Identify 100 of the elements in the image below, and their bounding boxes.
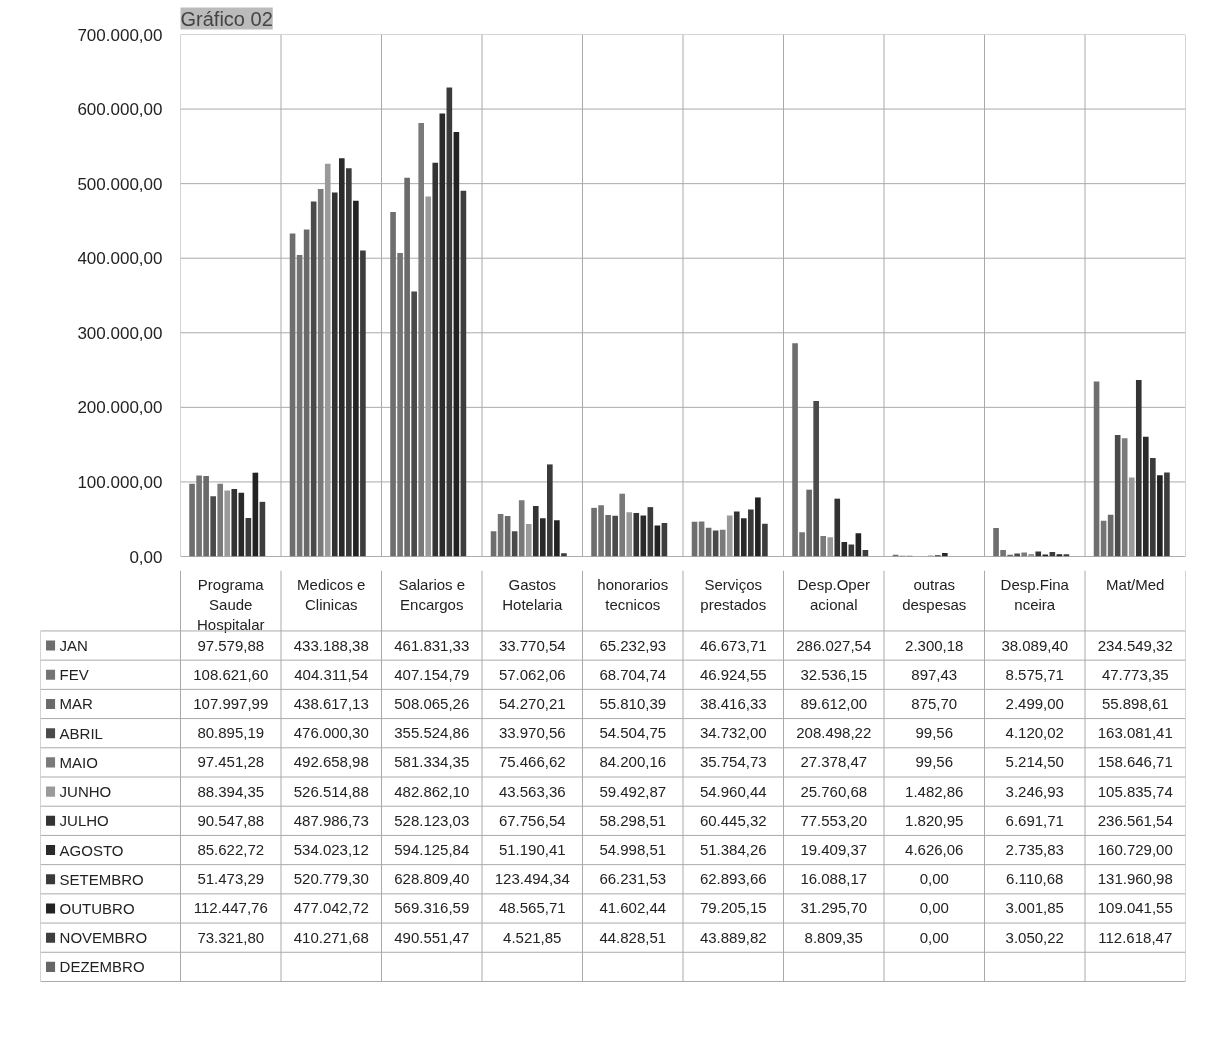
- data-label: 55.898,61: [1101, 694, 1169, 712]
- data-label: 33.770,54: [498, 636, 566, 654]
- bar: [561, 553, 567, 557]
- data-label: 41.602,44: [599, 899, 667, 917]
- legend-label: JAN: [59, 637, 88, 655]
- data-label: 508.065,26: [394, 694, 470, 712]
- data-label: 43.563,36: [498, 782, 566, 800]
- data-label: 43.889,82: [699, 928, 767, 946]
- x-tick-label: Medicos e Clinicas: [297, 575, 366, 613]
- data-label: 490.551,47: [394, 928, 470, 946]
- bar: [346, 168, 352, 557]
- data-label: 163.081,41: [1097, 724, 1173, 742]
- data-label: 97.579,88: [197, 636, 265, 654]
- y-tick-label: 300.000,00: [77, 323, 163, 343]
- data-label: 25.760,68: [800, 782, 868, 800]
- data-label: 526.514,88: [293, 782, 369, 800]
- data-label: 4.626,06: [905, 841, 964, 859]
- data-label: 160.729,00: [1097, 841, 1173, 859]
- legend-label: JULHO: [59, 812, 109, 830]
- bar: [360, 250, 366, 557]
- y-tick-label: 200.000,00: [77, 398, 163, 418]
- data-label: 51.473,29: [197, 870, 265, 888]
- bar: [755, 497, 761, 557]
- bar: [827, 537, 834, 557]
- data-label: 3.001,85: [1005, 899, 1064, 917]
- y-tick-label: 600.000,00: [77, 100, 163, 120]
- data-label: 57.062,06: [498, 665, 566, 683]
- data-label: 131.960,98: [1097, 870, 1173, 888]
- data-label: 54.504,75: [599, 724, 667, 742]
- x-tick-label: Serviços prestados: [700, 575, 767, 613]
- data-label: 234.549,32: [1097, 636, 1173, 654]
- data-label: 410.271,68: [293, 928, 369, 946]
- data-label: 48.565,71: [498, 899, 566, 917]
- y-tick-label: 700.000,00: [77, 25, 163, 45]
- data-label: 73.321,80: [197, 928, 265, 946]
- data-label: 35.754,73: [699, 753, 767, 771]
- data-label: 31.295,70: [800, 899, 868, 917]
- data-label: 2.735,83: [1005, 841, 1064, 859]
- data-label: 897,43: [911, 665, 958, 683]
- data-label: 54.960,44: [699, 782, 767, 800]
- bar: [820, 536, 827, 557]
- data-label: 2.499,00: [1005, 694, 1064, 712]
- data-label: 461.831,33: [394, 636, 470, 654]
- data-label: 0,00: [919, 899, 949, 917]
- data-label: 108.621,60: [193, 665, 269, 683]
- data-label: 47.773,35: [1101, 665, 1169, 683]
- x-tick-label: Desp.Financeira: [1000, 575, 1070, 613]
- data-label: 569.316,59: [394, 899, 470, 917]
- data-label: 99,56: [915, 753, 954, 771]
- x-tick-label: outras despesas: [902, 575, 967, 613]
- bar: [1121, 438, 1128, 557]
- bar: [317, 189, 324, 557]
- data-label: 4.120,02: [1005, 724, 1064, 742]
- data-label: 0,00: [919, 928, 949, 946]
- data-label: 109.041,55: [1097, 899, 1173, 917]
- data-label: 594.125,84: [394, 841, 470, 859]
- data-label: 46.924,55: [699, 665, 767, 683]
- data-label: 19.409,37: [800, 841, 868, 859]
- data-label: 236.561,54: [1097, 811, 1173, 829]
- data-label: 38.089,40: [1001, 636, 1069, 654]
- data-label: 97.451,28: [197, 753, 265, 771]
- bar: [418, 122, 425, 557]
- legend-label: SETEMBRO: [59, 870, 144, 888]
- data-label: 75.466,62: [498, 753, 566, 771]
- legend-label: OUTUBRO: [59, 899, 135, 917]
- legend-label: DEZEMBRO: [59, 958, 145, 976]
- bar: [324, 163, 331, 557]
- legend-label: MAR: [59, 695, 94, 713]
- data-label: 38.416,33: [699, 694, 767, 712]
- data-label: 492.658,98: [293, 753, 369, 771]
- data-label: 286.027,54: [796, 636, 872, 654]
- data-label: 112.447,76: [193, 899, 268, 917]
- bar: [1157, 475, 1163, 557]
- data-label: 67.756,54: [498, 811, 566, 829]
- data-label: 79.205,15: [699, 899, 767, 917]
- x-tick-label: Salarios e Encargos: [398, 575, 466, 613]
- data-label: 476.000,30: [293, 724, 369, 742]
- data-label: 54.998,51: [599, 841, 667, 859]
- bar: [525, 524, 532, 557]
- data-label: 482.862,10: [394, 782, 470, 800]
- bar: [224, 490, 231, 557]
- x-tick-label: Programa Saude Hospitalar: [196, 575, 265, 634]
- data-label: 107.997,99: [193, 694, 269, 712]
- bar: [1128, 477, 1135, 557]
- data-label: 8.575,71: [1005, 665, 1064, 683]
- data-label: 112.618,47: [1098, 928, 1173, 946]
- bar: [554, 520, 560, 557]
- data-label: 158.646,71: [1097, 753, 1173, 771]
- bar: [612, 515, 618, 557]
- data-label: 27.378,47: [800, 753, 868, 771]
- data-label: 6.110,68: [1006, 870, 1064, 888]
- data-label: 3.246,93: [1005, 782, 1064, 800]
- bar: [719, 529, 726, 557]
- data-label: 90.547,88: [197, 811, 265, 829]
- y-tick-label: 400.000,00: [77, 249, 163, 269]
- bar: [1164, 472, 1170, 557]
- bar: [217, 483, 224, 557]
- y-tick-label: 0,00: [129, 547, 163, 567]
- data-label: 65.232,93: [599, 636, 667, 654]
- chart-title: Gráfico 02: [180, 7, 273, 30]
